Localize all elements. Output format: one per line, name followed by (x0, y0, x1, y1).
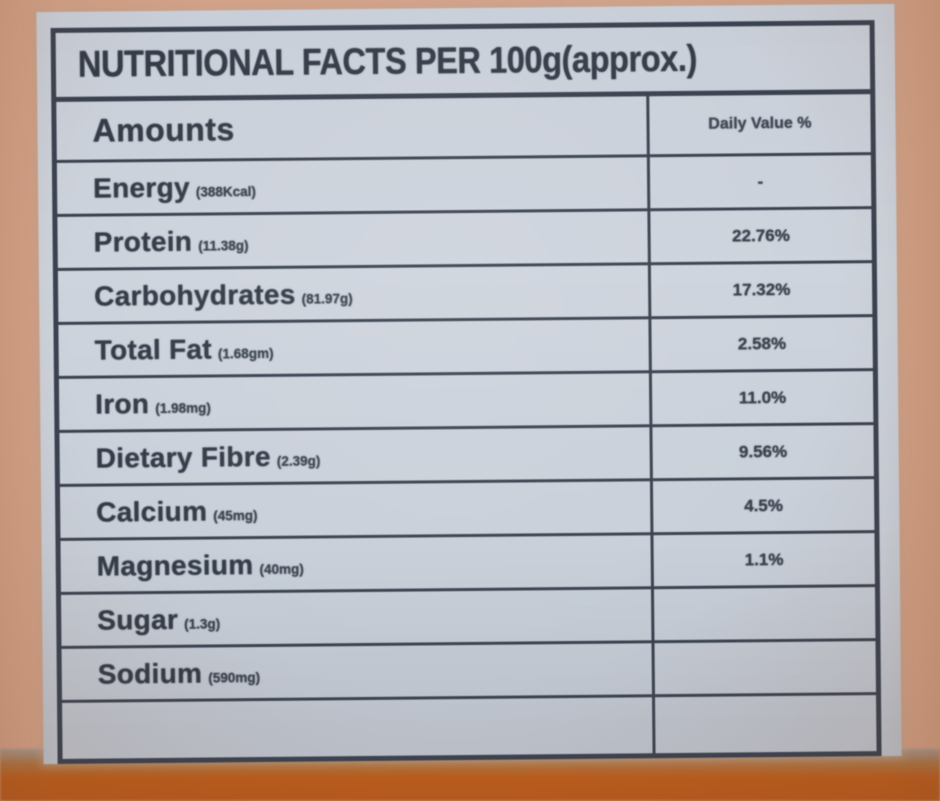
nutrient-name: Energy (92, 171, 190, 204)
nutrient-quantity: (590mg) (208, 669, 261, 686)
nutrient-row-sugar: Sugar (1.3g) (58, 585, 878, 648)
nutrition-title-text: NUTRITIONAL FACTS PER 100g(approx.) (77, 37, 698, 85)
nutrient-name: Dietary Fibre (95, 440, 271, 474)
nutrient-daily-value: 22.76% (648, 207, 875, 264)
nutrient-row-dietary-fibre: Dietary Fibre (2.39g) 9.56% (56, 423, 877, 486)
nutrient-quantity: (388Kcal) (195, 183, 256, 200)
nutrient-amount-cell: Dietary Fibre (2.39g) (56, 425, 652, 486)
nutrient-daily-value: - (648, 153, 874, 210)
nutrient-name: Sugar (97, 603, 179, 636)
nutrient-quantity: (2.39g) (276, 452, 321, 469)
nutrient-row-total-fat: Total Fat (1.68gm) 2.58% (55, 315, 876, 378)
nutrient-name: Sodium (97, 657, 203, 690)
header-row: Amounts Daily Value % (53, 91, 874, 162)
nutrient-name: Total Fat (94, 332, 213, 366)
nutrient-row-energy: Energy (388Kcal) - (54, 153, 874, 216)
column-header-daily-value: Daily Value % (647, 91, 874, 156)
nutrient-daily-value: 17.32% (649, 261, 875, 318)
nutrient-amount-cell: Protein (11.38g) (54, 209, 650, 270)
nutrient-quantity: (81.97g) (301, 290, 353, 307)
nutrient-name: Iron (95, 387, 150, 420)
nutrient-quantity: (11.38g) (198, 237, 249, 254)
nutrient-row-empty (59, 693, 880, 762)
nutrient-daily-value: 2.58% (649, 315, 876, 372)
nutrition-title: NUTRITIONAL FACTS PER 100g(approx.) (53, 22, 873, 100)
nutrient-daily-value (652, 585, 878, 642)
nutrient-amount-cell: Sugar (1.3g) (58, 587, 653, 648)
nutrient-name: Carbohydrates (93, 278, 296, 312)
nutrition-facts-table: NUTRITIONAL FACTS PER 100g(approx.) Amou… (51, 20, 882, 764)
nutrient-amount-cell: Energy (388Kcal) (54, 155, 649, 216)
nutrient-quantity: (1.98mg) (155, 399, 211, 416)
nutrient-row-protein: Protein (11.38g) 22.76% (54, 207, 875, 270)
nutrient-daily-value (653, 693, 880, 756)
nutrient-daily-value: 1.1% (651, 531, 878, 588)
nutrient-row-magnesium: Magnesium (40mg) 1.1% (57, 531, 878, 594)
nutrient-row-calcium: Calcium (45mg) 4.5% (57, 477, 877, 540)
nutrient-amount-cell: Magnesium (40mg) (57, 533, 653, 594)
nutrient-daily-value: 11.0% (650, 369, 876, 426)
nutrient-amount-cell: Sodium (590mg) (59, 641, 654, 702)
nutrient-daily-value: 9.56% (650, 423, 877, 480)
nutrient-amount-cell: Iron (1.98mg) (56, 371, 651, 432)
nutrient-row-iron: Iron (1.98mg) 11.0% (56, 369, 876, 432)
nutrition-label-sticker: NUTRITIONAL FACTS PER 100g(approx.) Amou… (36, 3, 902, 765)
nutrient-amount-cell: Carbohydrates (81.97g) (55, 263, 650, 324)
nutrient-name: Magnesium (96, 548, 254, 582)
nutrient-quantity: (45mg) (213, 507, 258, 523)
column-header-amounts: Amounts (53, 93, 649, 162)
nutrient-quantity: (1.3g) (184, 615, 221, 632)
nutrient-amount-cell: Total Fat (1.68gm) (55, 317, 651, 378)
nutrient-amount-cell: Calcium (45mg) (57, 479, 652, 540)
nutrient-quantity: (40mg) (259, 561, 304, 577)
nutrient-name: Calcium (96, 495, 208, 528)
nutrient-name: Protein (93, 225, 193, 258)
title-row: NUTRITIONAL FACTS PER 100g(approx.) (53, 22, 873, 100)
nutrient-daily-value (652, 639, 879, 696)
nutrient-row-carbohydrates: Carbohydrates (81.97g) 17.32% (55, 261, 875, 324)
nutrient-amount-cell (59, 695, 654, 762)
nutrient-row-sodium: Sodium (590mg) (59, 639, 879, 702)
nutrient-daily-value: 4.5% (651, 477, 877, 534)
nutrient-quantity: (1.68gm) (217, 345, 274, 361)
